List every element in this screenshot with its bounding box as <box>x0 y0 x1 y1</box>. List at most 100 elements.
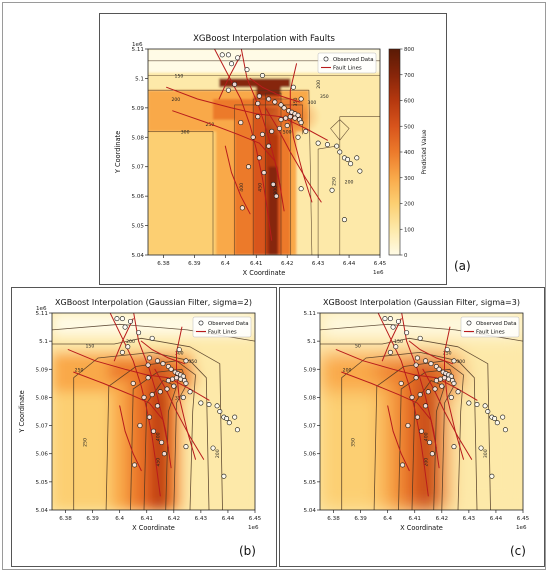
y-axis-label: Y Coordinate <box>114 131 122 174</box>
ticks: 6.38 6.39 6.4 6.41 6.42 6.43 6.44 6.45 5.04 5.05 5… <box>132 47 387 267</box>
contour-label: 300 <box>308 100 317 106</box>
contour-line <box>252 98 291 255</box>
observed-point <box>324 142 330 148</box>
x-offset-label: 1e6 <box>248 525 259 531</box>
observed-point <box>145 375 151 381</box>
contour-label: 300 <box>483 449 489 458</box>
observed-point <box>451 358 457 364</box>
observed-point <box>315 140 321 146</box>
fault-line <box>335 349 478 401</box>
band-right <box>318 107 380 255</box>
observed-point <box>256 93 262 99</box>
contour-label: 450 <box>156 458 162 467</box>
observed-point <box>159 439 165 445</box>
observed-point <box>432 386 438 392</box>
fault-line <box>119 405 142 472</box>
y-tick-label: 5.06 <box>132 194 145 200</box>
x-offset-label: 1e6 <box>373 270 384 276</box>
x-tick-label: 6.43 <box>195 516 208 522</box>
observed-point <box>337 149 343 155</box>
band-dark-arm <box>219 78 291 88</box>
contour-label: 200 <box>215 449 221 458</box>
observed-point <box>287 114 293 120</box>
x-tick-label: 6.38 <box>327 516 340 522</box>
fault-line <box>422 368 473 460</box>
x-tick-label: 6.4 <box>221 261 230 267</box>
legend-entry-observed: Observed Data <box>208 321 249 327</box>
x-tick-label: 6.43 <box>463 516 476 522</box>
observed-point <box>132 462 138 468</box>
y-tick-label: 5.11 <box>132 47 145 53</box>
observed-point <box>502 427 508 433</box>
contour-line <box>148 131 214 255</box>
contour-label: 250 <box>443 350 452 356</box>
observed-point <box>269 128 275 134</box>
observed-point <box>149 335 155 341</box>
observed-point <box>492 416 498 422</box>
observed-point <box>276 125 282 131</box>
fault-line <box>140 340 186 365</box>
colorbar-tick-label: 200 <box>404 202 415 208</box>
legend: Observed Data Fault Lines <box>317 52 377 74</box>
chart-c: 50 150 200 250 300 350 400 200 300 6.38 6.39 6.4 6.4… <box>304 298 530 532</box>
observed-point <box>155 358 161 364</box>
observed-point <box>345 156 351 162</box>
observed-point <box>429 451 435 457</box>
fault-line <box>172 110 282 191</box>
observed-point <box>423 403 429 409</box>
ticks: 6.38 6.39 6.4 6.41 6.42 6.43 6.44 6.45 5.04 5.05 5… <box>304 311 530 522</box>
observed-point <box>244 67 250 73</box>
observed-point <box>446 376 452 382</box>
observed-point <box>256 155 262 161</box>
legend-entry-fault: Fault Lines <box>208 330 237 336</box>
observed-point <box>160 361 166 367</box>
legend-box <box>317 52 377 74</box>
fault-line <box>289 63 313 203</box>
fault-line <box>113 318 134 362</box>
observed-point <box>157 389 163 395</box>
observed-point <box>225 87 231 93</box>
observed-point <box>176 347 182 353</box>
observed-point <box>284 123 290 129</box>
legend-box <box>460 316 520 338</box>
panel-a-frame: 150 200 250 300 350 400 450 500 250 300 200 350 300 2… <box>99 13 447 285</box>
observed-point <box>298 186 304 192</box>
x-offset-label: 1e6 <box>516 525 527 531</box>
contour-line <box>411 380 445 510</box>
observed-point <box>413 375 419 381</box>
observed-point <box>217 409 223 415</box>
contour-label: 250 <box>205 122 214 128</box>
observed-points <box>219 52 363 223</box>
observed-point <box>292 115 298 121</box>
observed-point <box>451 444 457 450</box>
contour-label: 350 <box>320 94 329 100</box>
contour-label: 300 <box>181 129 190 135</box>
observed-point <box>405 423 411 429</box>
band-dark-stem <box>268 166 278 255</box>
observed-point <box>387 349 393 355</box>
observed-point <box>250 134 256 140</box>
fault-line <box>154 368 205 460</box>
observed-point <box>125 344 131 350</box>
observed-point <box>334 143 340 149</box>
contour-label: 300 <box>273 186 279 195</box>
chart-title: XGBoost Interpolation (Gaussian Filter, … <box>323 298 520 307</box>
observed-point <box>354 155 360 161</box>
observed-point <box>448 394 454 400</box>
x-tick-label: 6.44 <box>490 516 503 522</box>
colorbar-label: Predicted Value <box>422 129 428 174</box>
observed-point <box>127 318 133 324</box>
observed-point <box>444 347 450 353</box>
observed-point <box>417 335 423 341</box>
x-tick-label: 6.38 <box>157 261 170 267</box>
contour-line <box>339 116 380 255</box>
observed-point <box>206 401 212 407</box>
colorbar-tick-label: 700 <box>404 73 415 79</box>
contour-line <box>52 337 223 510</box>
observed-point <box>387 316 393 322</box>
observed-point <box>266 143 272 149</box>
observed-point <box>169 376 175 382</box>
band-right <box>468 369 523 510</box>
